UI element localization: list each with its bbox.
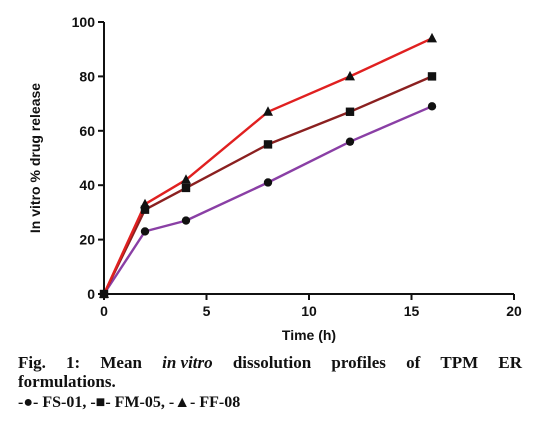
y-axis-title: In vitro % drug release [27, 83, 43, 233]
y-tick-label: 100 [72, 14, 96, 30]
series-line-fm05 [102, 75, 433, 295]
caption-word-italic: in vitro [162, 353, 213, 372]
x-tick-label: 10 [301, 303, 317, 319]
caption-line-1: Fig. 1: Mean in vitro dissolution profil… [18, 353, 522, 372]
data-point-fm05 [181, 183, 191, 193]
data-point-fm05 [345, 107, 355, 116]
x-axis-title: Time (h) [282, 327, 336, 343]
caption-word: profiles [331, 353, 386, 372]
caption-word: 1: [66, 353, 81, 372]
data-point-ff08 [263, 106, 273, 116]
caption-line-2: formulations. [18, 372, 116, 391]
data-point-fs01 [427, 102, 437, 111]
series-lines [102, 37, 433, 295]
y-tick-label: 20 [79, 232, 95, 248]
data-point-ff08 [140, 198, 150, 209]
data-point-fs01 [345, 137, 355, 146]
data-point-fm05 [427, 72, 437, 81]
caption-word: dissolution [232, 353, 312, 372]
data-point-ff08 [345, 70, 355, 81]
legend-label-fs01: FS-01 [42, 394, 83, 411]
data-point-ff08 [427, 32, 437, 43]
caption-word: of [406, 353, 421, 372]
x-tick-label: 15 [404, 303, 420, 319]
data-point-fs01 [263, 178, 273, 187]
data-point-ff08 [181, 174, 191, 184]
data-point-fm05 [140, 205, 150, 214]
caption-word: Mean [100, 353, 142, 372]
series-markers [99, 32, 437, 299]
legend-marker-ff08: -▲- [168, 394, 196, 411]
x-tick-label: 0 [100, 303, 108, 319]
legend-marker-fs01: -●- [18, 394, 39, 411]
x-tick-label: 20 [506, 303, 522, 319]
dissolution-chart: 0 20 40 60 80 100 0 5 10 15 20 In vitro % drug rel… [27, 14, 522, 343]
axes: 0 20 40 60 80 100 0 5 10 15 20 [72, 14, 522, 319]
y-tick-label: 0 [87, 286, 95, 302]
caption-legend: -●- FS-01, -■- FM-05, -▲- FF-08 [18, 394, 241, 411]
caption-word: TPM [440, 353, 479, 372]
figure-caption: Fig. 1: Mean in vitro dissolution profil… [18, 353, 522, 412]
legend-marker-fm05: -■- [90, 394, 111, 411]
data-point-ff08 [99, 288, 109, 298]
caption-word: Fig. [18, 353, 46, 372]
data-point-fs01 [181, 216, 191, 225]
y-tick-label: 40 [79, 177, 95, 193]
series-line-ff08 [102, 37, 433, 295]
x-tick-label: 5 [203, 303, 211, 319]
data-point-fm05 [263, 140, 273, 149]
data-point-fs01 [140, 227, 150, 236]
legend-label-fm05: FM-05 [114, 394, 161, 411]
caption-word: ER [498, 353, 522, 372]
y-tick-label: 60 [79, 123, 95, 139]
legend-label-ff08: FF-08 [199, 394, 241, 411]
y-tick-label: 80 [79, 68, 95, 84]
series-line-fs01 [102, 105, 433, 295]
